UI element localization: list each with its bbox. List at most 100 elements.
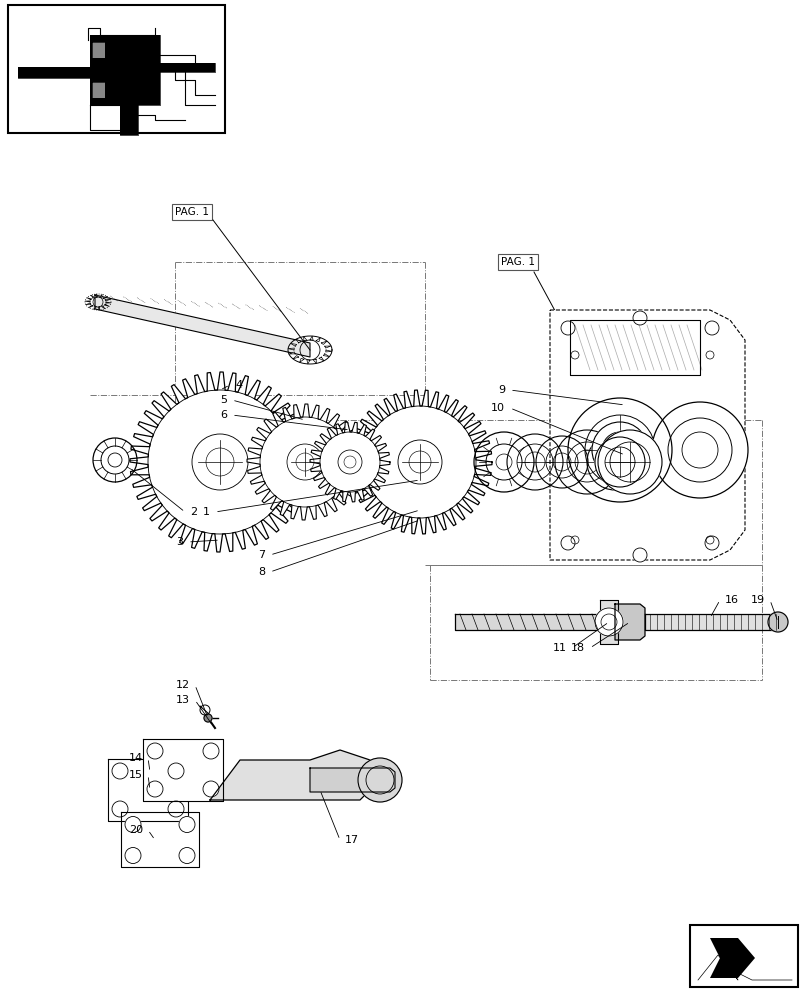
Circle shape <box>203 781 219 797</box>
Text: 5: 5 <box>220 395 227 405</box>
Polygon shape <box>310 336 313 340</box>
Polygon shape <box>299 358 303 362</box>
Circle shape <box>286 444 323 480</box>
Circle shape <box>506 434 562 490</box>
Text: PAG. 1: PAG. 1 <box>175 207 208 217</box>
Circle shape <box>147 743 163 759</box>
Text: 4: 4 <box>234 380 242 390</box>
Polygon shape <box>348 390 491 534</box>
Circle shape <box>358 758 401 802</box>
Bar <box>8 5 225 133</box>
Circle shape <box>125 816 141 832</box>
Polygon shape <box>313 359 316 363</box>
Polygon shape <box>105 299 110 301</box>
Circle shape <box>147 781 163 797</box>
Text: 19: 19 <box>750 595 764 605</box>
Circle shape <box>560 321 574 335</box>
Text: 12: 12 <box>176 680 190 690</box>
Polygon shape <box>92 42 105 58</box>
Polygon shape <box>709 938 754 978</box>
Circle shape <box>633 311 646 325</box>
Polygon shape <box>108 759 188 821</box>
Polygon shape <box>599 600 617 644</box>
Polygon shape <box>325 350 332 352</box>
Polygon shape <box>93 307 96 310</box>
Polygon shape <box>310 768 394 792</box>
Polygon shape <box>103 296 107 299</box>
Polygon shape <box>323 354 329 357</box>
Polygon shape <box>697 955 791 980</box>
Circle shape <box>203 743 219 759</box>
Polygon shape <box>96 294 98 297</box>
Polygon shape <box>105 302 111 303</box>
Circle shape <box>337 450 362 474</box>
Text: 18: 18 <box>570 643 584 653</box>
Circle shape <box>178 816 195 832</box>
Circle shape <box>554 430 618 494</box>
Circle shape <box>586 434 642 490</box>
Polygon shape <box>319 357 324 361</box>
Polygon shape <box>86 303 91 305</box>
Polygon shape <box>296 339 301 343</box>
Polygon shape <box>290 343 296 346</box>
Text: 7: 7 <box>258 550 264 560</box>
Text: 8: 8 <box>258 567 264 577</box>
Polygon shape <box>293 356 298 359</box>
Polygon shape <box>85 301 90 302</box>
Polygon shape <box>104 304 109 306</box>
Circle shape <box>651 402 747 498</box>
Text: 20: 20 <box>129 825 143 835</box>
Text: PAG. 1: PAG. 1 <box>500 257 534 267</box>
Circle shape <box>168 801 184 817</box>
Circle shape <box>597 430 661 494</box>
Circle shape <box>767 612 787 632</box>
Polygon shape <box>92 82 105 98</box>
Text: 11: 11 <box>552 643 566 653</box>
Polygon shape <box>289 352 295 354</box>
Polygon shape <box>87 298 92 300</box>
Polygon shape <box>454 614 614 630</box>
Circle shape <box>704 321 718 335</box>
Circle shape <box>112 801 128 817</box>
Polygon shape <box>288 348 294 350</box>
Text: 16: 16 <box>724 595 738 605</box>
Polygon shape <box>321 341 327 344</box>
Polygon shape <box>644 614 779 630</box>
Polygon shape <box>90 35 160 105</box>
Polygon shape <box>307 360 310 364</box>
Polygon shape <box>315 338 320 342</box>
Bar <box>689 925 797 987</box>
Text: 3: 3 <box>176 537 182 547</box>
Text: 1: 1 <box>203 507 210 517</box>
Text: 9: 9 <box>497 385 504 395</box>
Circle shape <box>178 847 195 863</box>
Polygon shape <box>121 812 199 867</box>
Polygon shape <box>101 306 105 309</box>
Text: 2: 2 <box>190 507 197 517</box>
Polygon shape <box>120 35 138 135</box>
Circle shape <box>191 434 247 490</box>
Circle shape <box>125 847 141 863</box>
Text: 13: 13 <box>176 695 190 705</box>
Polygon shape <box>310 422 389 502</box>
Text: 6: 6 <box>220 410 227 420</box>
Polygon shape <box>130 372 310 552</box>
Polygon shape <box>614 604 644 640</box>
Circle shape <box>594 437 644 487</box>
Polygon shape <box>98 307 100 310</box>
Circle shape <box>474 432 534 492</box>
Circle shape <box>704 536 718 550</box>
Bar <box>569 320 699 375</box>
Polygon shape <box>303 337 307 341</box>
Circle shape <box>594 608 622 636</box>
Polygon shape <box>91 295 94 298</box>
Polygon shape <box>100 294 102 297</box>
Text: 15: 15 <box>129 770 143 780</box>
Polygon shape <box>155 63 215 72</box>
Circle shape <box>168 763 184 779</box>
Circle shape <box>591 422 647 478</box>
Circle shape <box>535 436 587 488</box>
Circle shape <box>397 440 441 484</box>
Text: 14: 14 <box>129 753 143 763</box>
Circle shape <box>93 438 137 482</box>
